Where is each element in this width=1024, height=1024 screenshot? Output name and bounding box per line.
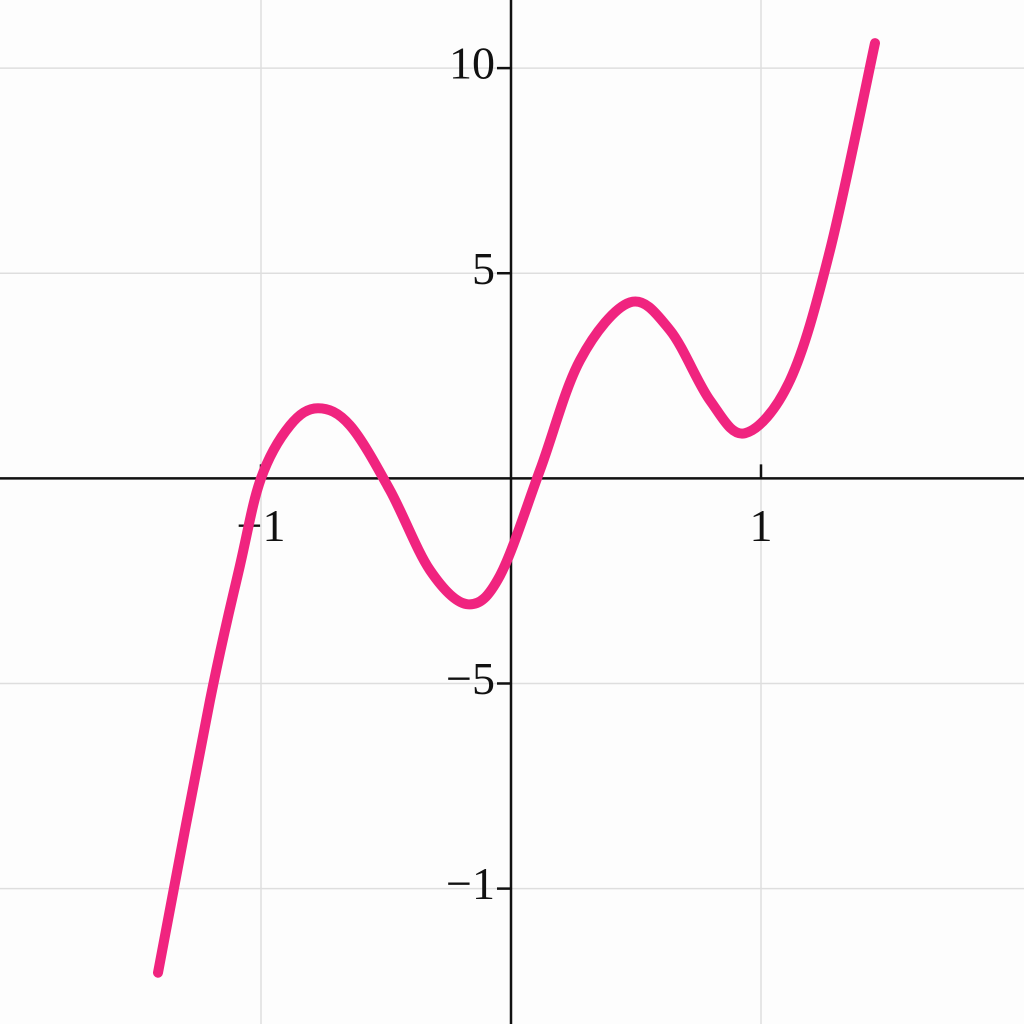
y-tick-label: −5 xyxy=(446,653,495,704)
y-tick-label: 5 xyxy=(472,243,495,294)
y-tick-label: −1 xyxy=(446,858,495,909)
curve xyxy=(153,38,880,978)
y-tick-label: 10 xyxy=(449,38,495,89)
x-tick-label: 1 xyxy=(750,500,773,551)
